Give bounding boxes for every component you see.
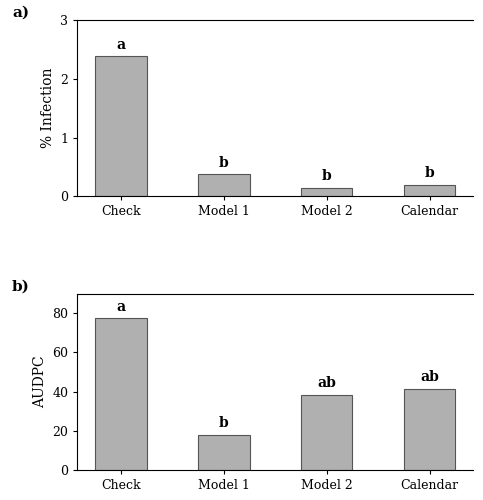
- Bar: [198, 174, 250, 197]
- Text: ab: ab: [420, 370, 439, 384]
- Text: b: b: [322, 169, 332, 183]
- Text: a: a: [116, 300, 126, 314]
- Text: b: b: [425, 166, 435, 180]
- Bar: [198, 434, 250, 470]
- Bar: [301, 394, 353, 470]
- Bar: [95, 318, 147, 470]
- Y-axis label: AUDPC: AUDPC: [33, 356, 47, 408]
- Text: a): a): [12, 6, 29, 20]
- Bar: [404, 184, 455, 196]
- Text: b: b: [219, 156, 229, 170]
- Y-axis label: % Infection: % Infection: [41, 68, 55, 148]
- Text: b: b: [219, 416, 229, 430]
- Text: ab: ab: [317, 376, 336, 390]
- Bar: [301, 188, 353, 196]
- Text: a: a: [116, 38, 126, 52]
- Text: b): b): [12, 280, 30, 293]
- Bar: [95, 56, 147, 196]
- Bar: [404, 388, 455, 470]
